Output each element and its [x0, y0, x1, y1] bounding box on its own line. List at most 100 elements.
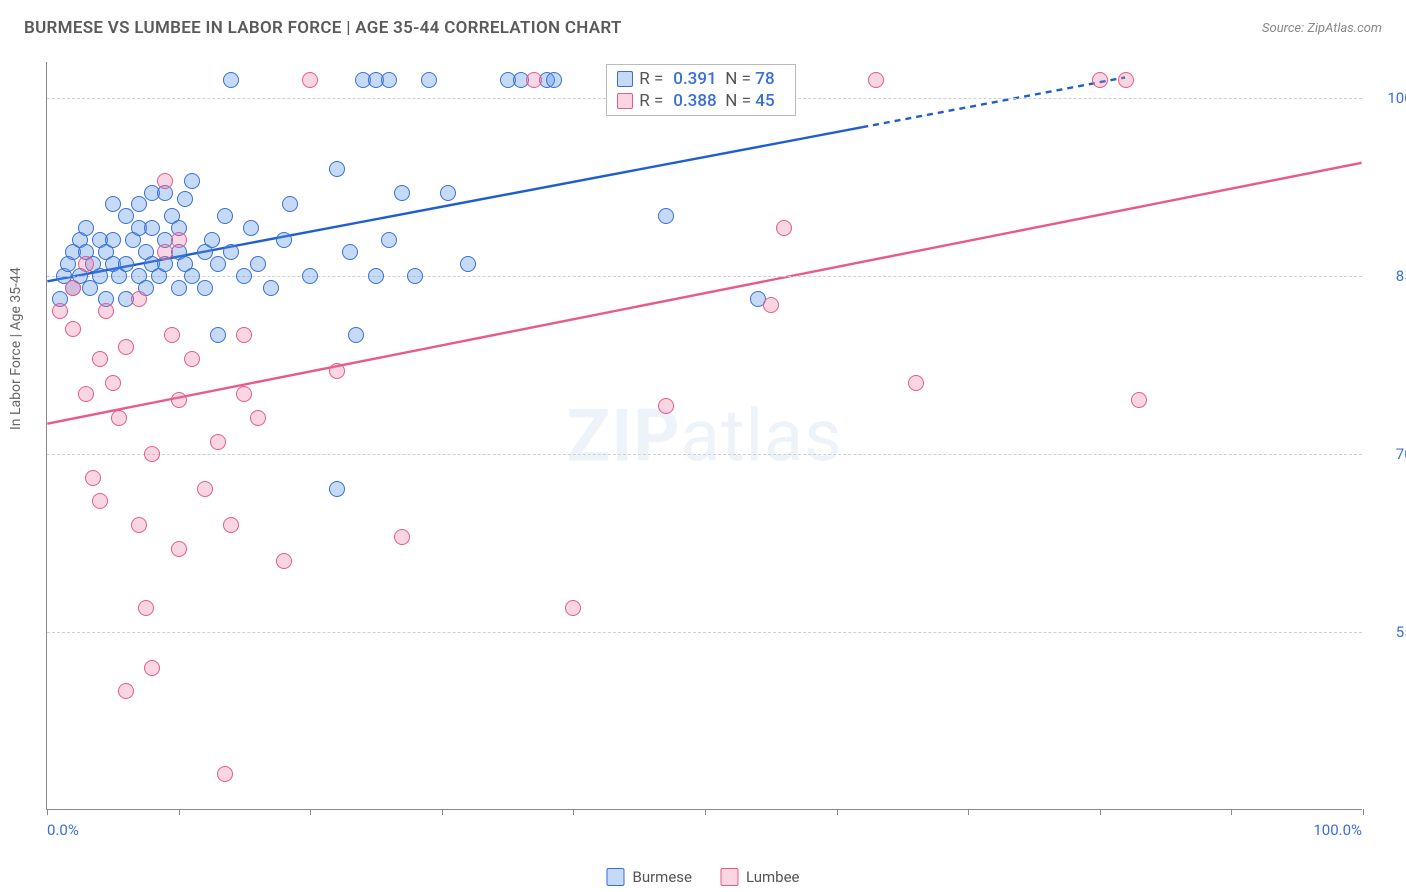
data-point	[276, 553, 292, 569]
data-point	[368, 268, 384, 284]
watermark: ZIPatlas	[567, 393, 843, 478]
data-point	[92, 351, 108, 367]
data-point	[171, 541, 187, 557]
chart-title: BURMESE VS LUMBEE IN LABOR FORCE | AGE 3…	[24, 18, 622, 38]
data-point	[250, 256, 266, 272]
data-point	[184, 268, 200, 284]
r-value: 0.388	[673, 91, 725, 111]
data-point	[282, 196, 298, 212]
data-point	[407, 268, 423, 284]
y-axis-label: In Labor Force | Age 35-44	[8, 267, 24, 430]
data-point	[236, 327, 252, 343]
data-point	[98, 303, 114, 319]
data-point	[111, 410, 127, 426]
data-point	[118, 683, 134, 699]
legend-swatch-lumbee	[720, 868, 738, 886]
data-point	[164, 327, 180, 343]
r-label: R =	[639, 69, 673, 89]
data-point	[144, 220, 160, 236]
n-value: 78	[755, 69, 785, 89]
data-point	[92, 493, 108, 509]
data-point	[131, 291, 147, 307]
legend-swatch-burmese	[606, 868, 624, 886]
data-point	[92, 268, 108, 284]
data-point	[157, 173, 173, 189]
x-tick-mark	[179, 809, 180, 815]
data-point	[184, 173, 200, 189]
data-point	[65, 280, 81, 296]
data-point	[329, 161, 345, 177]
legend-item-burmese: Burmese	[606, 868, 692, 886]
x-tick-mark	[705, 809, 706, 815]
x-tick-mark	[1231, 809, 1232, 815]
data-point	[460, 256, 476, 272]
data-point	[236, 268, 252, 284]
data-point	[118, 256, 134, 272]
y-tick-label: 100.0%	[1372, 89, 1406, 107]
data-point	[868, 72, 884, 88]
legend-label-burmese: Burmese	[632, 868, 692, 886]
x-tick-mark	[442, 809, 443, 815]
data-point	[565, 600, 581, 616]
data-point	[138, 600, 154, 616]
data-point	[1131, 392, 1147, 408]
data-point	[85, 470, 101, 486]
data-point	[394, 529, 410, 545]
data-point	[217, 766, 233, 782]
data-point	[118, 208, 134, 224]
data-point	[1118, 72, 1134, 88]
data-point	[177, 191, 193, 207]
data-point	[394, 185, 410, 201]
data-point	[223, 244, 239, 260]
n-value: 45	[755, 91, 785, 111]
data-point	[78, 220, 94, 236]
x-tick-mark	[310, 809, 311, 815]
data-point	[763, 297, 779, 313]
n-label: N =	[725, 69, 755, 89]
data-point	[52, 303, 68, 319]
data-point	[157, 244, 173, 260]
data-point	[210, 327, 226, 343]
data-point	[421, 72, 437, 88]
data-point	[342, 244, 358, 260]
data-point	[658, 208, 674, 224]
data-point	[329, 481, 345, 497]
y-tick-label: 55.0%	[1372, 623, 1406, 641]
data-point	[776, 220, 792, 236]
data-point	[105, 375, 121, 391]
y-tick-label: 85.0%	[1372, 267, 1406, 285]
data-point	[276, 232, 292, 248]
data-point	[236, 386, 252, 402]
data-point	[526, 72, 542, 88]
legend-label-lumbee: Lumbee	[746, 868, 800, 886]
data-point	[144, 446, 160, 462]
data-point	[658, 398, 674, 414]
data-point	[184, 351, 200, 367]
data-point	[197, 481, 213, 497]
data-point	[144, 660, 160, 676]
data-point	[131, 196, 147, 212]
data-point	[197, 280, 213, 296]
data-point	[171, 232, 187, 248]
data-point	[223, 72, 239, 88]
data-point	[65, 321, 81, 337]
chart-header: BURMESE VS LUMBEE IN LABOR FORCE | AGE 3…	[24, 18, 1382, 38]
data-point	[217, 208, 233, 224]
data-point	[381, 232, 397, 248]
gridline	[47, 454, 1362, 455]
n-label: N =	[725, 91, 755, 111]
watermark-rest: atlas	[681, 393, 843, 478]
data-point	[210, 434, 226, 450]
data-point	[381, 72, 397, 88]
data-point	[171, 280, 187, 296]
scatter-plot-area: ZIPatlas 55.0%70.0%85.0%100.0%0.0%100.0%…	[46, 62, 1362, 810]
data-point	[250, 410, 266, 426]
x-tick-mark	[47, 809, 48, 815]
r-label: R =	[639, 91, 673, 111]
x-tick-mark	[573, 809, 574, 815]
data-point	[105, 232, 121, 248]
data-point	[302, 268, 318, 284]
legend-bottom: Burmese Lumbee	[606, 868, 799, 886]
legend-swatch	[617, 93, 633, 109]
data-point	[78, 256, 94, 272]
